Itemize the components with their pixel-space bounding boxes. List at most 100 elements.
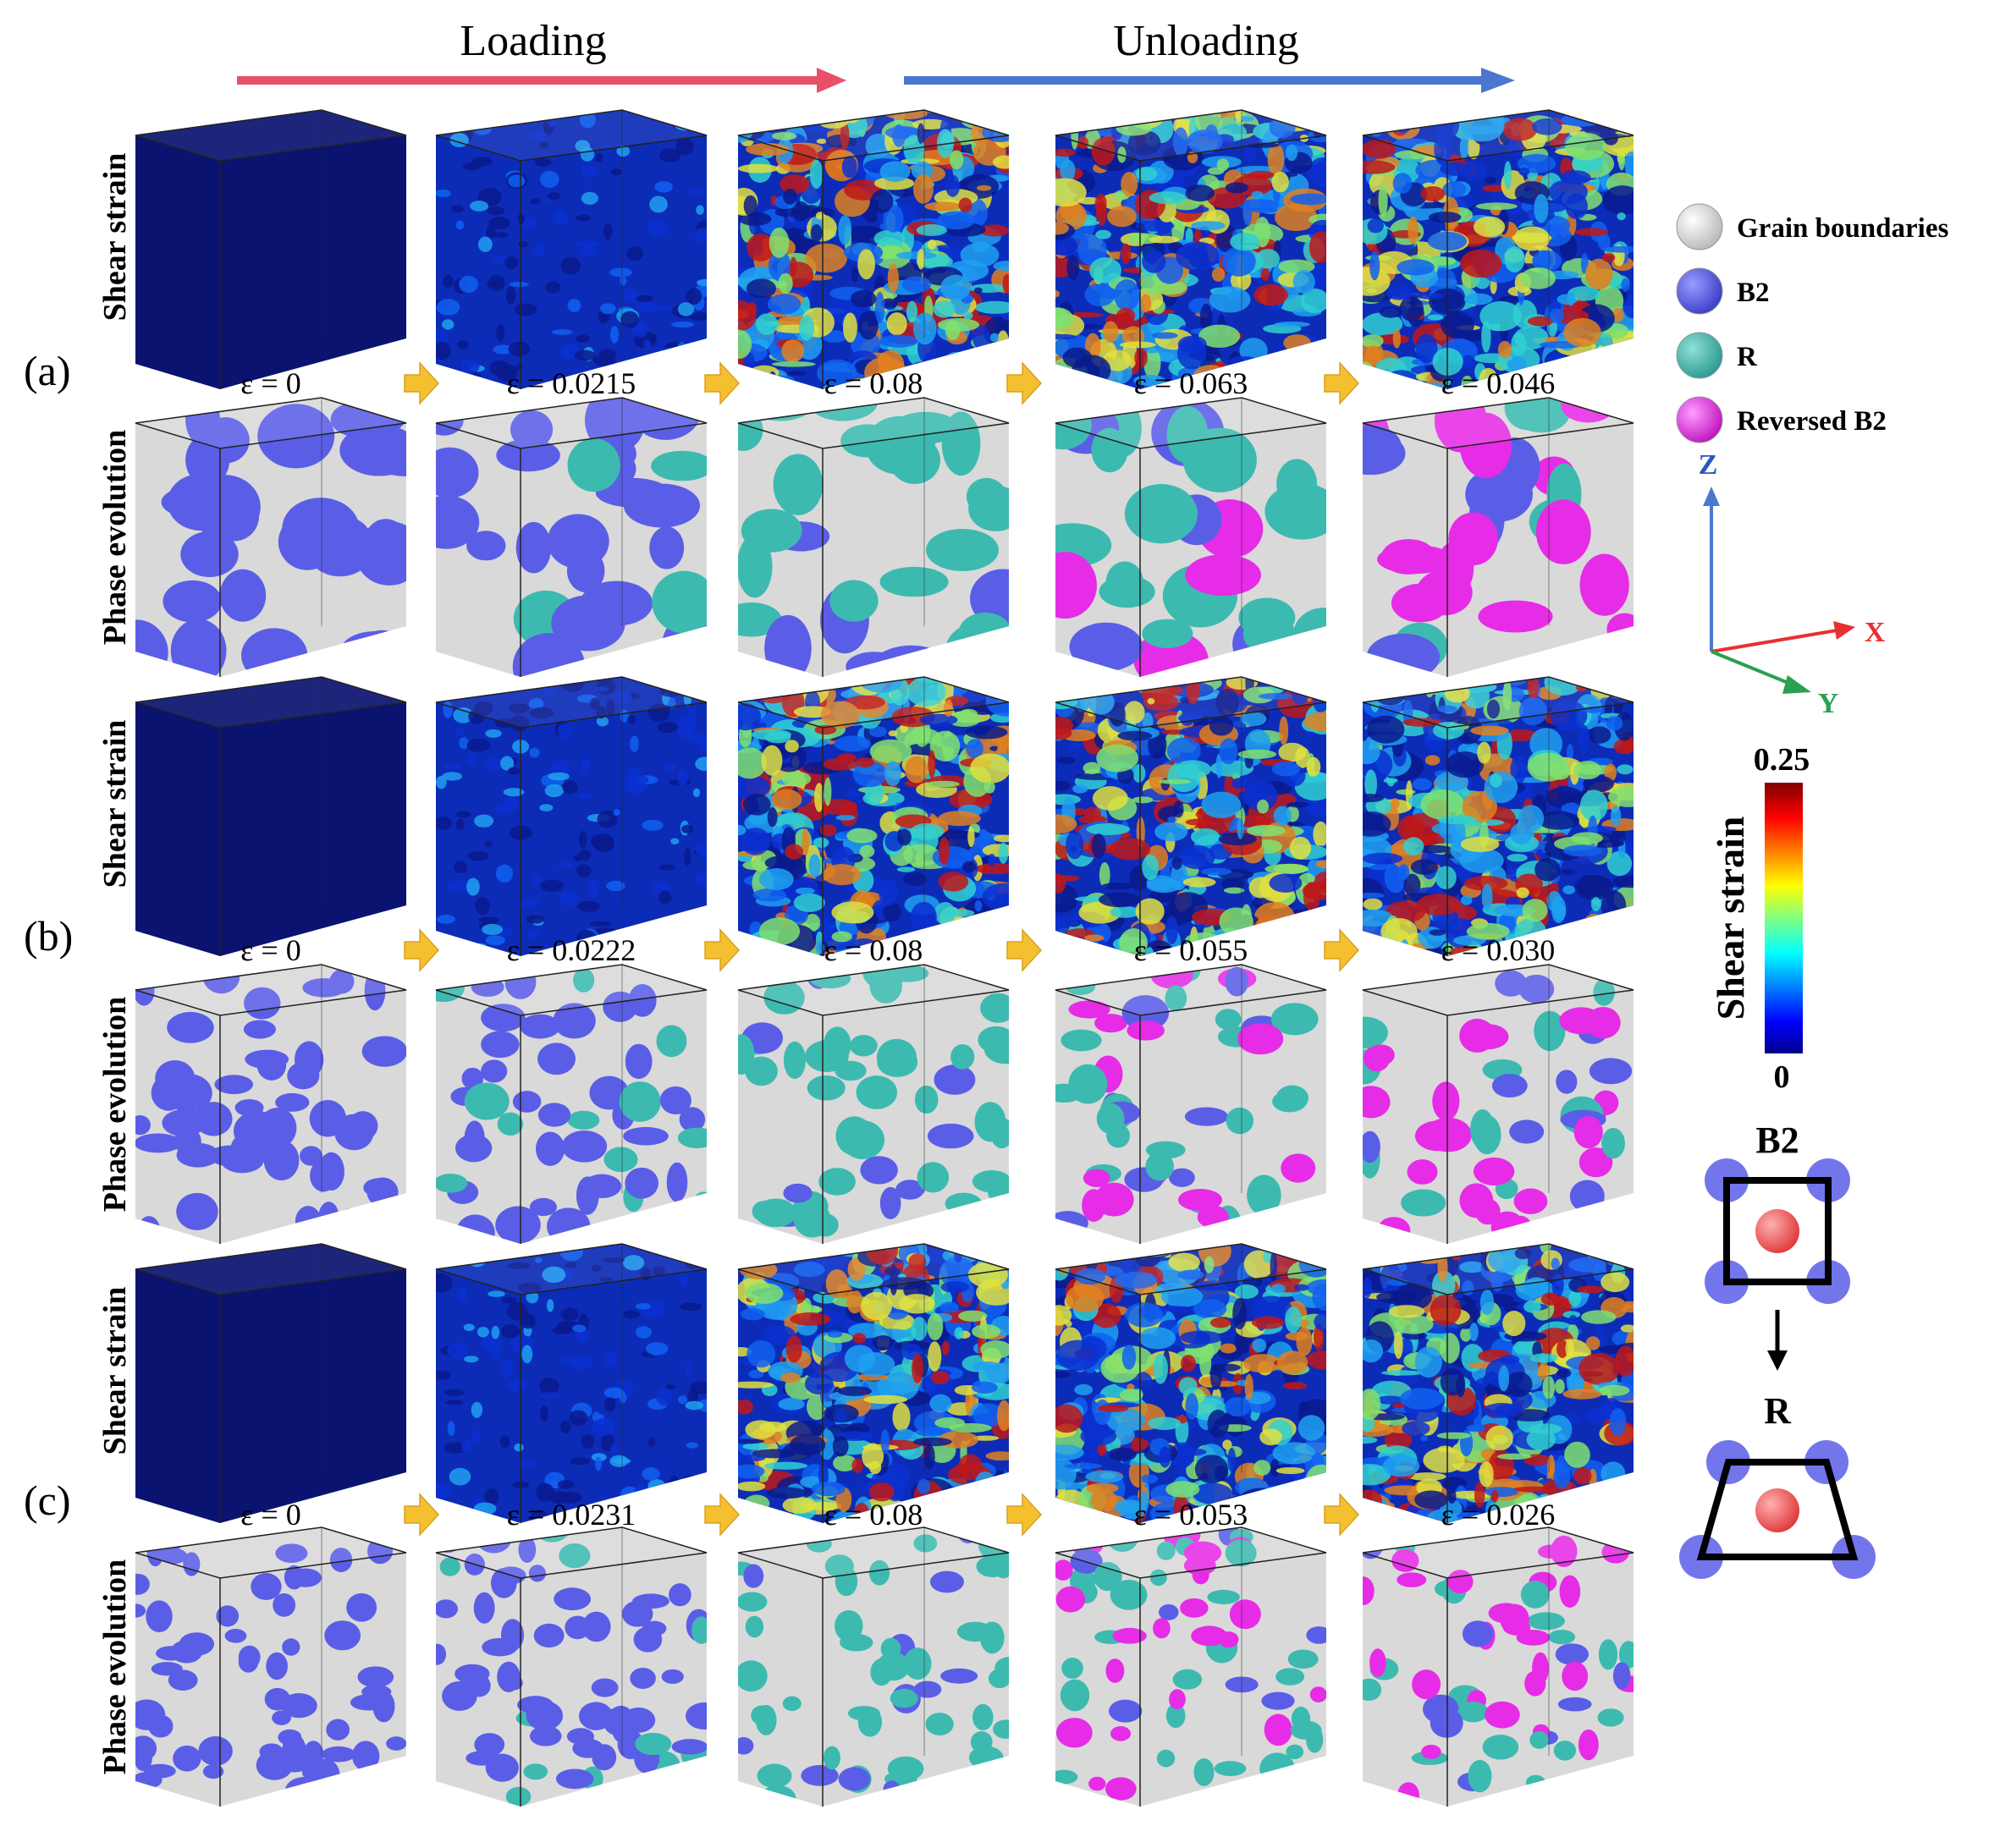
phase-evolution-cube [436, 965, 707, 1244]
grain [1421, 1744, 1441, 1759]
strain-spot [1055, 222, 1069, 235]
strain-spot [685, 1400, 704, 1411]
row-label-shear-strain: Shear strain [97, 1287, 133, 1455]
grain [576, 1176, 599, 1215]
grain [1061, 1029, 1102, 1052]
strain-spot [793, 893, 825, 913]
strain-spot [1123, 701, 1145, 724]
strain-spot [747, 233, 775, 262]
step-arrow [1324, 928, 1360, 972]
strain-spot [753, 949, 796, 956]
row-label-shear-strain: Shear strain [97, 153, 133, 322]
strain-spot [664, 677, 680, 681]
strain-spot [687, 701, 697, 719]
grain [280, 1693, 317, 1719]
strain-spot [1147, 698, 1155, 705]
cube-edge [737, 397, 1010, 449]
strain-spot [1392, 329, 1401, 349]
strain-spot [1298, 1505, 1325, 1515]
strain-spot [578, 830, 587, 850]
strain-spot [516, 898, 540, 908]
strain-spot [994, 916, 1009, 936]
strain-spot [1384, 370, 1419, 389]
grain [1215, 1009, 1242, 1031]
strain-spot [545, 281, 561, 294]
strain-spot [466, 877, 480, 896]
strain-spot [949, 1422, 992, 1433]
grain [1534, 1010, 1566, 1052]
grain [1159, 1603, 1179, 1620]
grain [1556, 1070, 1578, 1094]
strain-spot [1442, 181, 1467, 199]
strain-spot [514, 303, 537, 316]
grain [1462, 1620, 1494, 1647]
row-label-phase-evolution: Phase evolution [97, 430, 133, 645]
strain-spot [916, 224, 948, 236]
strain-spot [1292, 374, 1307, 389]
strain-spot [1366, 715, 1405, 744]
strain-spot [1584, 943, 1623, 955]
strain-spot [1135, 898, 1165, 925]
strain-spot [645, 1342, 669, 1356]
strain-spot [1571, 832, 1604, 844]
grain [929, 1570, 964, 1593]
grain [824, 1026, 851, 1063]
strain-spot [818, 1461, 829, 1488]
shear-strain-cube [1055, 1244, 1326, 1523]
y-axis-head [1782, 675, 1811, 694]
strain-spot [687, 733, 707, 744]
grain [967, 1527, 999, 1542]
strain-spot [1246, 824, 1286, 837]
strain-spot [1298, 1401, 1310, 1412]
strain-spot [831, 901, 874, 924]
grain [1482, 1735, 1519, 1760]
grain [755, 1704, 777, 1735]
strain-spot [1067, 741, 1081, 752]
strain-spot [471, 157, 493, 167]
strain-spot [798, 205, 822, 218]
grain [1617, 1219, 1634, 1244]
strain-spot [592, 1264, 602, 1273]
strain-spot [596, 706, 607, 719]
grain [956, 1621, 994, 1642]
strain-spot [958, 1310, 988, 1322]
strain-spot [564, 1262, 577, 1269]
cube-top-face [436, 110, 707, 161]
grain [302, 978, 347, 998]
strain-spot [1072, 784, 1088, 794]
grain [1553, 1741, 1577, 1761]
strain-spot [742, 352, 755, 371]
strain-spot [819, 913, 832, 934]
strain-spot [964, 356, 983, 380]
strain-spot [1270, 1458, 1280, 1477]
strain-spot [1121, 243, 1132, 265]
grain [635, 1732, 672, 1756]
grain [361, 1685, 392, 1699]
strain-spot [1132, 764, 1146, 783]
strain-spot [656, 1388, 673, 1406]
strain-spot [1271, 382, 1302, 389]
strain-spot [738, 329, 752, 360]
strain-spot [1460, 1327, 1472, 1342]
strain-spot [641, 677, 663, 683]
strain-spot [1626, 1482, 1634, 1510]
grain [466, 531, 506, 561]
strain-spot [851, 267, 858, 283]
strain-label: ε = 0.0222 [507, 933, 636, 967]
strain-spot [1101, 882, 1134, 890]
strain-spot [501, 1296, 517, 1304]
strain-spot [815, 212, 825, 220]
grain [632, 1593, 670, 1609]
strain-spot [515, 1461, 538, 1468]
grain [334, 1114, 374, 1151]
strain-spot [509, 703, 530, 714]
strain-spot [912, 174, 934, 204]
strain-spot [989, 712, 1009, 723]
strain-spot [1271, 171, 1289, 193]
strain-spot [671, 916, 696, 929]
cube-top-face [436, 1244, 707, 1295]
strain-spot [899, 1294, 935, 1314]
strain-spot [1621, 278, 1630, 293]
grain [455, 1134, 493, 1163]
strain-spot [1055, 685, 1069, 697]
